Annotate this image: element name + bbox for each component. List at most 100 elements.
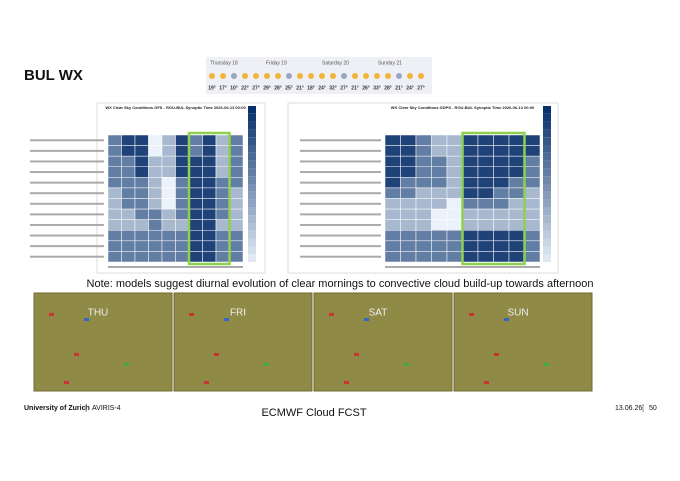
highlight-box	[187, 131, 231, 266]
heatmap-cell	[188, 177, 203, 189]
heatmap-cell	[384, 187, 401, 199]
colorbar	[248, 176, 256, 184]
heatmap-cell	[415, 198, 432, 210]
heatmap-cell	[134, 198, 149, 210]
colorbar	[248, 106, 256, 114]
map-panel	[453, 292, 593, 392]
heatmap-cell	[384, 134, 401, 146]
heatmap-cell	[215, 177, 230, 189]
heatmap-cell	[202, 166, 217, 178]
heatmap-cell	[415, 240, 432, 252]
heatmap-cell	[446, 145, 463, 157]
heatmap-cell	[508, 187, 525, 199]
heatmap-cell	[446, 134, 463, 146]
map-label: FRI	[230, 308, 246, 319]
heatmap-cell	[524, 198, 541, 210]
map-marker	[124, 363, 129, 366]
heatmap-cell	[161, 198, 176, 210]
heatmap-cell	[229, 240, 244, 252]
colorbar	[543, 254, 551, 262]
colorbar	[543, 121, 551, 130]
heatmap-cell	[202, 240, 217, 252]
slide-title: BUL WX	[24, 67, 83, 84]
heatmap-cell	[415, 145, 432, 157]
colorbar	[248, 137, 256, 145]
heatmap-cell	[134, 187, 149, 199]
map-marker	[224, 318, 229, 321]
heatmap-cell	[524, 187, 541, 199]
heatmap-cell	[148, 198, 163, 210]
note: Note: models suggest diurnal evolution o…	[87, 278, 594, 290]
map-marker	[49, 313, 54, 316]
heatmap-cell	[462, 155, 479, 168]
heatmap-cell	[134, 230, 149, 242]
heatmap-cell	[202, 208, 217, 220]
colorbar	[543, 129, 551, 138]
heatmap-cell	[462, 251, 479, 263]
heatmap-cell	[415, 134, 432, 146]
colorbar	[248, 215, 256, 223]
row-label-placeholder	[300, 139, 381, 142]
row-label-placeholder	[300, 181, 381, 184]
heatmap-cell	[493, 177, 510, 189]
weather-icon	[308, 73, 314, 79]
x-axis-labels-placeholder	[385, 266, 540, 268]
heatmap-cell	[161, 166, 176, 178]
heatmap-cell	[121, 155, 136, 168]
heatmap-cell	[431, 166, 448, 178]
day-label: Sunday 21	[378, 60, 402, 66]
heatmap-cell	[107, 240, 122, 252]
heatmap-cell	[400, 230, 417, 242]
heatmap-cell	[384, 219, 401, 231]
heatmap-cell	[508, 240, 525, 252]
heatmap-cell	[175, 187, 190, 199]
heatmap-cell	[121, 198, 136, 210]
heatmap-cell	[400, 166, 417, 178]
weather-icon	[418, 73, 424, 79]
heatmap-cell	[493, 187, 510, 199]
heatmap-cell	[415, 208, 432, 220]
map-marker	[189, 313, 194, 316]
row-label-placeholder	[300, 192, 381, 195]
heatmap-cell	[477, 240, 494, 252]
heatmap-cell	[462, 187, 479, 199]
footer-date: 13.06.26	[615, 405, 642, 412]
heatmap-cell	[161, 177, 176, 189]
heatmap-cell	[493, 208, 510, 220]
heatmap-cell	[215, 134, 230, 146]
heatmap-cell	[215, 219, 230, 231]
colorbar	[543, 113, 551, 122]
colorbar	[248, 152, 256, 161]
heatmap-cell	[148, 219, 163, 231]
temp-label: 17°	[219, 85, 227, 91]
weather-icon	[330, 73, 336, 79]
heatmap-cell	[148, 145, 163, 157]
heatmap-cell	[524, 219, 541, 231]
x-axis-labels-placeholder	[108, 266, 243, 268]
heatmap-cell	[121, 240, 136, 252]
footer-institution: University of Zurich	[24, 405, 90, 412]
heatmap-cell	[161, 134, 176, 146]
map-label: SAT	[369, 308, 388, 319]
heatmap-cell	[148, 208, 163, 220]
colorbar	[248, 168, 256, 177]
heatmap-cell	[400, 134, 417, 146]
colorbar	[543, 207, 551, 216]
map-panel	[33, 292, 173, 392]
heatmap-cell	[524, 230, 541, 242]
heatmap-cell	[134, 155, 149, 168]
heatmap-cell	[148, 240, 163, 252]
heatmap-cell	[477, 155, 494, 168]
heatmap-cell	[107, 166, 122, 178]
heatmap-cell	[431, 177, 448, 189]
heatmap-cell	[202, 187, 217, 199]
temp-label: 26°	[362, 85, 370, 91]
heatmap-cell	[384, 251, 401, 263]
heatmap-cell	[121, 219, 136, 231]
heatmap-cell	[161, 251, 176, 263]
heatmap-cell	[477, 251, 494, 263]
row-label-placeholder	[30, 160, 104, 163]
colorbar	[248, 121, 256, 130]
colorbar	[543, 176, 551, 184]
heatmap-cell	[508, 134, 525, 146]
